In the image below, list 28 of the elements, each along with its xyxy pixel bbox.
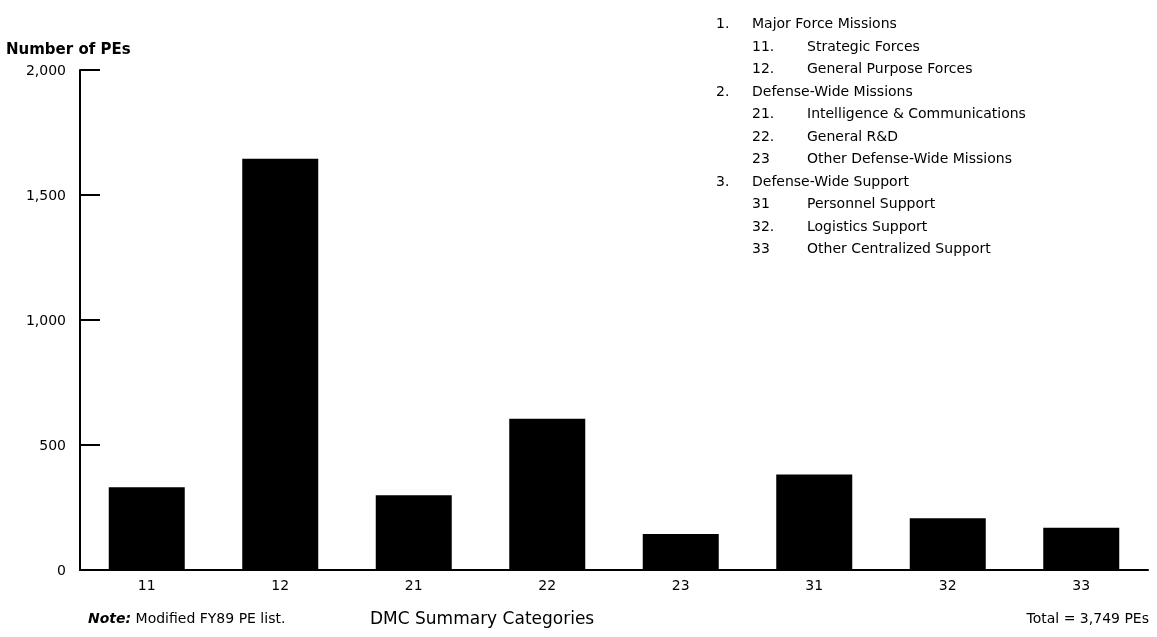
text: 11. Strategic Forces: [752, 37, 920, 54]
x-axis-title: DMC Summary Categories: [370, 608, 595, 628]
x-tick-label: 31: [805, 577, 824, 593]
y-tick-label: 1,000: [25, 312, 66, 328]
text: 22. General R&D: [752, 127, 899, 144]
x-tick-label: 21: [404, 577, 423, 593]
x-tick-label: 11: [137, 577, 156, 593]
y-tick-label: 2,000: [25, 62, 66, 78]
x-tick-label: 12: [271, 577, 290, 593]
x-tick-label: 32: [938, 577, 957, 593]
y-tick-label: 0: [57, 562, 66, 578]
y-axis-title: Number of PEs: [6, 40, 131, 58]
x-tick-label: 22: [538, 577, 557, 593]
text: 3. Defense-Wide Support: [716, 172, 909, 189]
text: 21. Intelligence & Communications: [752, 105, 1026, 121]
y-tick-label: 1,500: [25, 187, 66, 203]
text: 23 Other Defense-Wide Missions: [752, 150, 1012, 166]
text: 1. Major Force Missions: [716, 15, 897, 31]
text: 31 Personnel Support: [752, 195, 936, 211]
x-tick-label: 33: [1072, 577, 1091, 593]
x-tick-label: 23: [671, 577, 690, 593]
text: 2. Defense-Wide Missions: [716, 82, 913, 99]
text: 33 Other Centralized Support: [752, 240, 991, 256]
text: Note: Modified FY89 PE list.: [88, 610, 286, 626]
text: Total = 3,749 PEs: [1026, 610, 1149, 626]
text: 12. General Purpose Forces: [752, 60, 973, 76]
y-tick-label: 500: [39, 437, 66, 453]
text: 32. Logistics Support: [752, 217, 928, 234]
